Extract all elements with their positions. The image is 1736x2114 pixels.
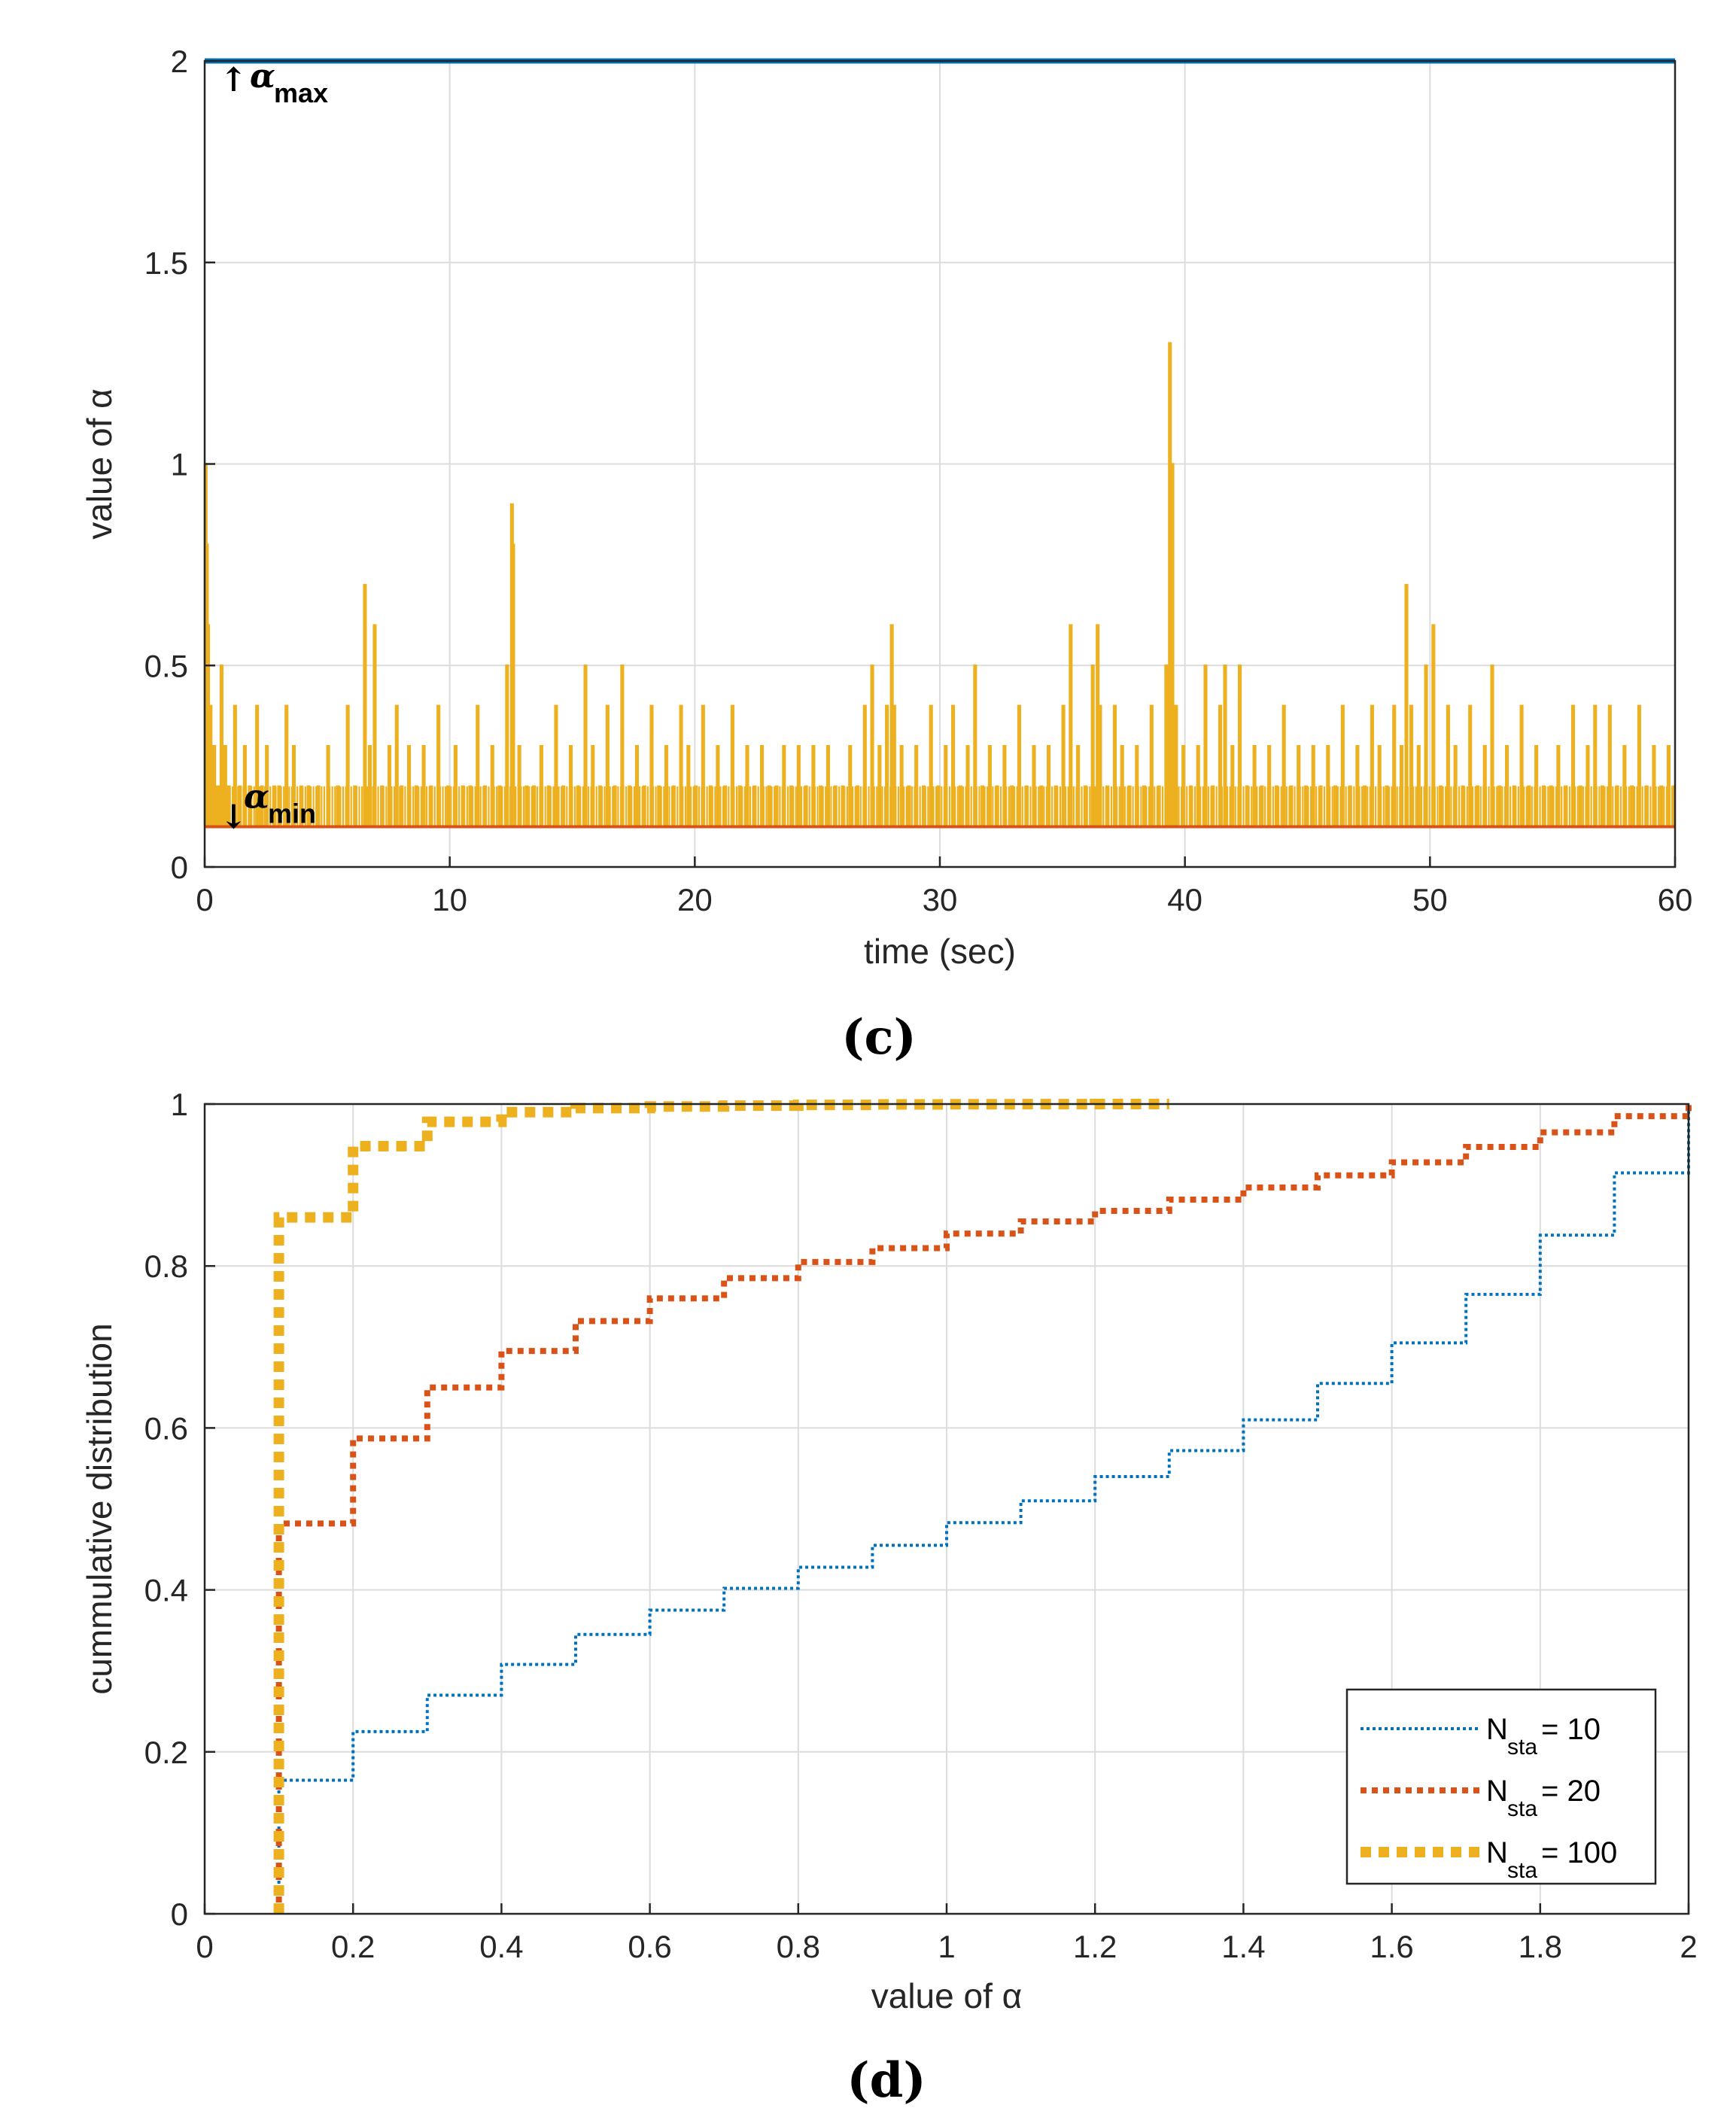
d-xtick-label: 0.4 — [479, 1929, 523, 1964]
d-ytick-label: 1 — [171, 1087, 188, 1122]
cdf-series-line-0 — [277, 1104, 1690, 1914]
c-xtick-label: 50 — [1412, 882, 1448, 917]
d-xtick-label: 1.8 — [1519, 1929, 1562, 1964]
d-ytick-label: 0 — [171, 1897, 188, 1932]
legend-label-n-2: N — [1486, 1836, 1508, 1869]
annotation-arrow-min: ↓ — [220, 798, 248, 836]
c-ytick-label: 1.5 — [144, 245, 188, 281]
d-xtick-label: 1.4 — [1221, 1929, 1265, 1964]
c-ytick-label: 2 — [171, 44, 188, 79]
annotation-sub-max: max — [274, 78, 328, 108]
chart-c-caption: (c) — [841, 1009, 917, 1066]
d-xtick-label: 1 — [938, 1929, 955, 1964]
annotation-alpha-max: α — [250, 57, 275, 96]
c-xtick-label: 20 — [677, 882, 713, 917]
c-xtick-label: 30 — [923, 882, 958, 917]
cdf-series-line-2 — [273, 1099, 1169, 1914]
annotation-sub-min: min — [268, 798, 316, 829]
legend-label-sub-0: sta — [1507, 1735, 1537, 1760]
chart-d-ticks: 0 0.2 0.4 0.6 0.8 1 1.2 1.4 1.6 1.8 2 0 0.2 0.4 0.6 0.8… — [144, 1087, 1698, 1964]
legend-label-n-0: N — [1486, 1713, 1508, 1746]
chart-c-ylabel: value of α — [80, 388, 119, 540]
chart-d-series — [273, 1099, 1692, 1914]
chart-c-grid — [205, 61, 1675, 867]
legend-label-n-1: N — [1486, 1775, 1508, 1808]
c-xtick-label: 40 — [1167, 882, 1202, 917]
annotation-alpha-min: α — [244, 777, 269, 816]
d-ytick-label: 0.2 — [144, 1735, 188, 1770]
c-xtick-label: 0 — [196, 882, 213, 917]
legend-label-value-0: = 10 — [1541, 1713, 1601, 1746]
d-xtick-label: 0.8 — [777, 1929, 820, 1964]
legend-label-sub-2: sta — [1507, 1858, 1537, 1883]
d-xtick-label: 1.2 — [1073, 1929, 1117, 1964]
d-ytick-label: 0.8 — [144, 1249, 188, 1284]
chart-c-ticks: 0 10 20 30 40 50 60 0 0.5 1 1.5 2 — [144, 44, 1693, 917]
d-xtick-label: 0 — [196, 1929, 213, 1964]
chart-d-grid — [205, 1104, 1689, 1914]
chart-d-ylabel: cummulative distribution — [80, 1323, 119, 1694]
d-xtick-label: 1.6 — [1370, 1929, 1413, 1964]
d-xtick-label: 0.2 — [331, 1929, 375, 1964]
c-ytick-label: 0 — [171, 850, 188, 885]
c-xtick-label: 60 — [1658, 882, 1693, 917]
c-xtick-label: 10 — [432, 882, 467, 917]
d-ytick-label: 0.6 — [144, 1410, 188, 1446]
chart-c-xlabel: time (sec) — [864, 932, 1016, 971]
d-ytick-label: 0.4 — [144, 1573, 188, 1608]
chart-d-caption: (d) — [847, 2052, 926, 2109]
chart-d: 0 0.2 0.4 0.6 0.8 1 1.2 1.4 1.6 1.8 2 0 0.2 0.4 0.6 0.8… — [80, 1087, 1698, 2109]
chart-d-xlabel: value of α — [871, 1976, 1023, 2015]
c-ytick-label: 1 — [171, 447, 188, 482]
legend-label-sub-1: sta — [1507, 1796, 1537, 1821]
cdf-series-line-1 — [275, 1104, 1692, 1914]
legend-label-value-1: = 20 — [1541, 1775, 1601, 1808]
d-xtick-label: 2 — [1680, 1929, 1697, 1964]
c-ytick-label: 0.5 — [144, 648, 188, 683]
d-xtick-label: 0.6 — [628, 1929, 671, 1964]
annotation-arrow-max: ↑ — [220, 61, 248, 99]
legend-label-value-2: = 100 — [1541, 1836, 1617, 1869]
